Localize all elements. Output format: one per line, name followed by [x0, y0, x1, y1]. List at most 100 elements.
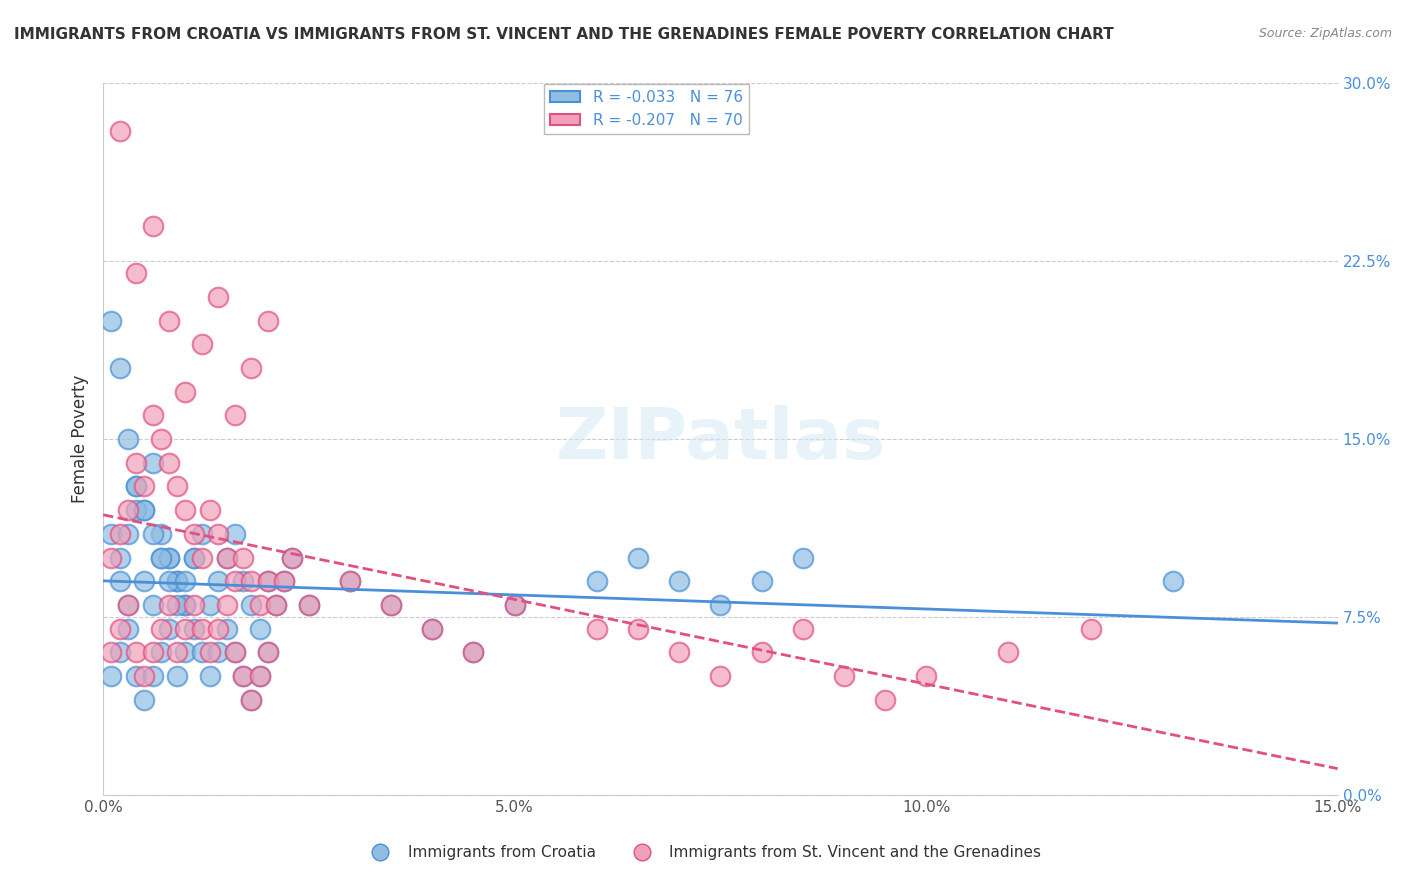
Point	[183, 598, 205, 612]
Point	[100, 669, 122, 683]
Point	[117, 598, 139, 612]
Point	[183, 550, 205, 565]
Point	[191, 337, 214, 351]
Point	[420, 622, 443, 636]
Point	[1080, 622, 1102, 636]
Point	[149, 550, 172, 565]
Point	[117, 527, 139, 541]
Point	[207, 622, 229, 636]
Point	[141, 219, 163, 233]
Point	[108, 124, 131, 138]
Point	[125, 645, 148, 659]
Point	[191, 645, 214, 659]
Point	[215, 550, 238, 565]
Point	[1161, 574, 1184, 589]
Point	[281, 550, 304, 565]
Point	[149, 432, 172, 446]
Point	[232, 574, 254, 589]
Point	[191, 527, 214, 541]
Point	[166, 645, 188, 659]
Point	[240, 574, 263, 589]
Point	[249, 622, 271, 636]
Point	[157, 550, 180, 565]
Point	[792, 622, 814, 636]
Point	[873, 693, 896, 707]
Point	[157, 598, 180, 612]
Point	[157, 574, 180, 589]
Point	[108, 574, 131, 589]
Point	[125, 479, 148, 493]
Point	[256, 313, 278, 327]
Point	[224, 574, 246, 589]
Point	[157, 550, 180, 565]
Point	[108, 550, 131, 565]
Point	[298, 598, 321, 612]
Point	[117, 598, 139, 612]
Legend: R = -0.033   N = 76, R = -0.207   N = 70: R = -0.033 N = 76, R = -0.207 N = 70	[544, 84, 749, 134]
Point	[125, 669, 148, 683]
Point	[134, 479, 156, 493]
Point	[166, 479, 188, 493]
Point	[915, 669, 938, 683]
Point	[273, 574, 295, 589]
Point	[100, 645, 122, 659]
Point	[100, 550, 122, 565]
Point	[134, 503, 156, 517]
Point	[215, 598, 238, 612]
Point	[249, 598, 271, 612]
Point	[224, 645, 246, 659]
Point	[668, 574, 690, 589]
Point	[586, 574, 609, 589]
Point	[166, 598, 188, 612]
Point	[249, 669, 271, 683]
Point	[586, 622, 609, 636]
Point	[207, 290, 229, 304]
Point	[100, 313, 122, 327]
Point	[174, 598, 197, 612]
Point	[207, 645, 229, 659]
Point	[149, 550, 172, 565]
Point	[207, 574, 229, 589]
Point	[380, 598, 402, 612]
Point	[166, 669, 188, 683]
Point	[264, 598, 287, 612]
Point	[339, 574, 361, 589]
Point	[792, 550, 814, 565]
Point	[141, 409, 163, 423]
Point	[232, 550, 254, 565]
Point	[141, 645, 163, 659]
Point	[240, 693, 263, 707]
Point	[339, 574, 361, 589]
Point	[298, 598, 321, 612]
Point	[832, 669, 855, 683]
Point	[709, 598, 731, 612]
Point	[240, 360, 263, 375]
Point	[134, 574, 156, 589]
Point	[249, 669, 271, 683]
Point	[232, 669, 254, 683]
Point	[240, 693, 263, 707]
Point	[709, 669, 731, 683]
Point	[281, 550, 304, 565]
Point	[174, 574, 197, 589]
Legend: Immigrants from Croatia, Immigrants from St. Vincent and the Grenadines: Immigrants from Croatia, Immigrants from…	[359, 839, 1047, 866]
Point	[141, 456, 163, 470]
Point	[108, 360, 131, 375]
Point	[157, 456, 180, 470]
Point	[503, 598, 526, 612]
Point	[997, 645, 1019, 659]
Point	[256, 645, 278, 659]
Point	[463, 645, 485, 659]
Point	[183, 550, 205, 565]
Text: ZIPatlas: ZIPatlas	[555, 405, 886, 474]
Point	[166, 574, 188, 589]
Point	[751, 645, 773, 659]
Point	[125, 479, 148, 493]
Point	[256, 574, 278, 589]
Point	[117, 432, 139, 446]
Point	[157, 622, 180, 636]
Point	[627, 550, 650, 565]
Point	[191, 622, 214, 636]
Point	[141, 527, 163, 541]
Point	[125, 266, 148, 280]
